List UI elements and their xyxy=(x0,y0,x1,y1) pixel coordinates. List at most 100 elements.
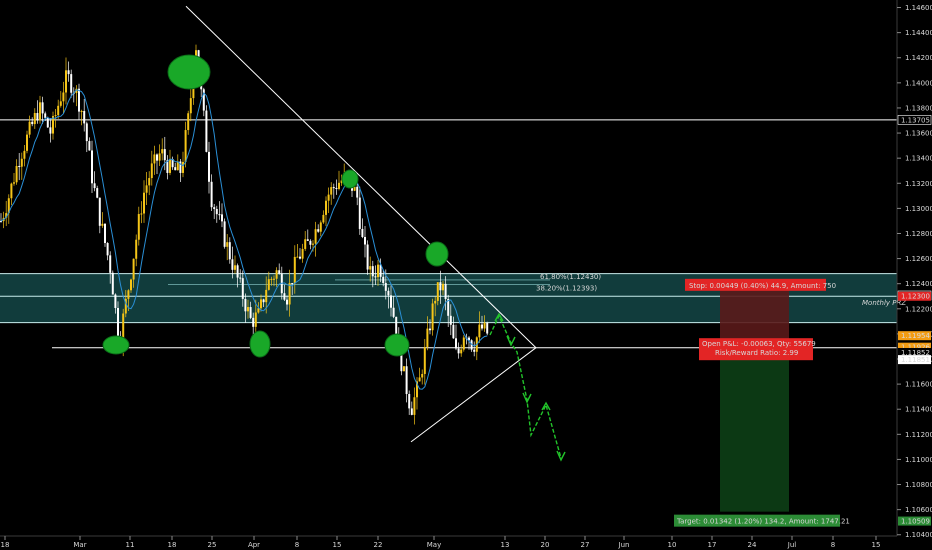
candle-body xyxy=(436,282,439,301)
time-tick-label: Apr xyxy=(248,541,260,549)
candle-body xyxy=(98,197,101,226)
price-tick-label: 1.13800 xyxy=(905,104,932,112)
arrow-head-icon xyxy=(506,335,516,347)
candle-body xyxy=(486,322,489,334)
price-tag-bg xyxy=(898,291,931,301)
projection-arrows xyxy=(489,312,566,462)
candle-body xyxy=(306,239,309,241)
descending-trendline[interactable] xyxy=(185,5,537,349)
price-tag-bg xyxy=(898,516,931,526)
price-tag: 1.12300 xyxy=(901,293,930,301)
candle-body xyxy=(231,259,234,270)
price-tick-label: 1.13400 xyxy=(905,155,932,163)
candle-body xyxy=(429,328,431,331)
candle-body xyxy=(135,239,138,259)
candle-body xyxy=(145,185,148,193)
candle-body xyxy=(293,256,296,284)
candle-body xyxy=(317,229,320,232)
trade-layer[interactable] xyxy=(720,286,789,512)
trendlines-layer[interactable] xyxy=(185,5,537,443)
candle-body xyxy=(353,186,356,191)
candle-body xyxy=(153,154,156,164)
candle-body xyxy=(468,337,470,341)
candle-body xyxy=(288,283,291,305)
candle-body xyxy=(457,348,460,354)
price-tick-label: 1.12200 xyxy=(905,305,932,313)
time-axis[interactable]: 18 Mar 11 18 25 Apr 8 15 22 May 13 20 27 Jun 10 17 24 Jul… xyxy=(0,535,897,549)
price-tick-label: 1.10400 xyxy=(905,531,932,539)
candle-body xyxy=(257,308,260,313)
candle-body xyxy=(418,377,421,382)
price-tick-label: 1.14000 xyxy=(905,79,932,87)
candle-body xyxy=(111,272,114,295)
time-tick-label: 11 xyxy=(126,541,135,549)
price-tick-label: 1.12800 xyxy=(905,230,932,238)
candle-body xyxy=(20,158,23,167)
time-tick-label: 8 xyxy=(831,541,835,549)
candle-body xyxy=(176,161,179,171)
price-tag-bg xyxy=(898,342,931,352)
candle-body xyxy=(260,299,262,309)
candle-body xyxy=(91,150,93,184)
arrow-head-icon xyxy=(541,401,551,411)
price-axis[interactable]: 1.14600 1.14400 1.14200 1.14000 1.13800 1.136… xyxy=(896,0,932,539)
candle-body xyxy=(36,113,39,121)
price-tag-bg xyxy=(898,355,931,365)
candle-body xyxy=(447,298,450,316)
candle-body xyxy=(114,294,117,309)
candle-body xyxy=(117,308,119,342)
pnl-label: Open P&L: -0.00063, Qty: 55679 xyxy=(702,340,816,348)
candle-body xyxy=(423,347,426,374)
candle-body xyxy=(327,194,330,201)
ascending-trendline[interactable] xyxy=(410,347,537,443)
candle-body xyxy=(395,316,398,337)
candle-body xyxy=(299,256,301,259)
time-tick-label: 24 xyxy=(748,541,757,549)
candle-body xyxy=(366,244,369,270)
time-tick-label: 18 xyxy=(1,541,10,549)
candle-body xyxy=(470,340,473,350)
time-tick-label: 22 xyxy=(374,541,383,549)
candle-body xyxy=(314,229,317,244)
candle-body xyxy=(228,242,231,260)
candle-body xyxy=(169,158,171,173)
candle-body xyxy=(104,223,106,244)
candle-body xyxy=(254,312,257,327)
price-tick-label: 1.10800 xyxy=(905,481,932,489)
candle-body xyxy=(13,182,15,184)
candle-body xyxy=(434,300,437,304)
stop-label-bg xyxy=(685,278,826,291)
candle-body xyxy=(291,283,294,285)
candle-body xyxy=(101,223,104,226)
price-tick-label: 1.12600 xyxy=(905,255,932,263)
candle-body xyxy=(270,278,273,280)
time-tick-label: 15 xyxy=(872,541,881,549)
candle-body xyxy=(44,113,47,118)
candle-body xyxy=(462,337,465,350)
candle-body xyxy=(449,315,452,325)
candle-body xyxy=(215,208,218,215)
candle-body xyxy=(49,127,52,134)
fib-label-382: 38.20%(1.12393) xyxy=(536,285,597,293)
candle-body xyxy=(239,277,242,279)
rr-label: Risk/Reward Ratio: 2.99 xyxy=(715,349,798,357)
price-tags: 1.137051.123061.123001.119541.119261.118… xyxy=(897,115,932,526)
candle-body xyxy=(377,264,379,278)
candle-body xyxy=(252,317,255,327)
price-tag: 1.10509 xyxy=(901,518,930,526)
price-tag-bg xyxy=(898,331,931,341)
candle-body xyxy=(286,299,288,305)
candle-body xyxy=(223,221,226,247)
candle-body xyxy=(382,276,385,283)
candle-body xyxy=(88,141,91,151)
candle-body xyxy=(213,207,216,209)
candle-body xyxy=(218,214,221,216)
candle-body xyxy=(387,290,390,296)
candle-body xyxy=(140,213,143,215)
candle-body xyxy=(241,278,244,299)
candle-body xyxy=(187,113,190,131)
projection-path xyxy=(489,314,562,459)
candle-body xyxy=(455,338,457,349)
candle-body xyxy=(75,88,78,93)
